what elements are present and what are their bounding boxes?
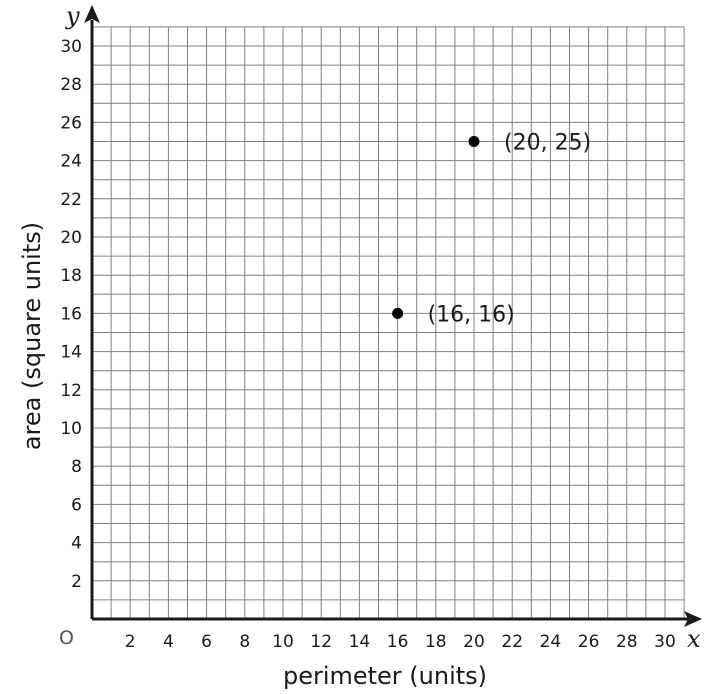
x-tick-label: 12 [310, 632, 332, 652]
x-tick-label: 2 [125, 632, 136, 652]
y-axis-letter: y [65, 2, 80, 30]
x-axis-arrowhead [684, 611, 702, 627]
grid [92, 26, 685, 619]
x-tick-label: 26 [578, 632, 600, 652]
tick-labels: 2 4 6 8 10 12 14 16 18 20 22 24 26 28 3024681012141618… [60, 37, 675, 652]
y-tick-label: 16 [60, 304, 82, 324]
y-tick-label: 2 [71, 572, 82, 592]
origin-label: O [59, 627, 74, 649]
x-tick-label: 10 [272, 632, 294, 652]
x-tick-label: 14 [349, 632, 371, 652]
y-tick-label: 12 [60, 381, 82, 401]
y-tick-label: 24 [60, 152, 82, 172]
y-tick-label: 4 [71, 534, 82, 554]
y-tick-label: 28 [60, 75, 82, 95]
data-point-label: (20, 25) [504, 131, 591, 156]
x-tick-label: 28 [616, 632, 638, 652]
x-tick-label: 16 [387, 632, 409, 652]
x-tick-label: 30 [654, 632, 676, 652]
x-tick-label: 4 [163, 632, 174, 652]
y-tick-label: 14 [60, 343, 82, 363]
data-points: (16, 16) (20, 25) [392, 131, 591, 327]
y-axis-title: area (square units) [18, 222, 46, 450]
data-point-label: (16, 16) [428, 302, 515, 327]
axes [84, 5, 702, 627]
y-axis-arrowhead [84, 5, 100, 23]
y-tick-label: 8 [71, 457, 82, 477]
x-tick-label: 24 [540, 632, 562, 652]
y-tick-label: 26 [60, 113, 82, 133]
x-tick-label: 20 [463, 632, 485, 652]
x-axis-title: perimeter (units) [283, 662, 487, 690]
x-axis-letter: x [687, 625, 701, 653]
y-tick-label: 10 [60, 419, 82, 439]
x-tick-label: 8 [239, 632, 250, 652]
y-tick-label: 20 [60, 228, 82, 248]
x-tick-label: 22 [501, 632, 523, 652]
data-point [468, 136, 480, 147]
x-tick-label: 6 [201, 632, 212, 652]
y-tick-label: 22 [60, 190, 82, 210]
x-tick-label: 18 [425, 632, 447, 652]
y-tick-label: 6 [71, 495, 82, 515]
data-point [392, 307, 404, 319]
y-tick-label: 30 [60, 37, 82, 57]
y-tick-label: 18 [60, 266, 82, 286]
